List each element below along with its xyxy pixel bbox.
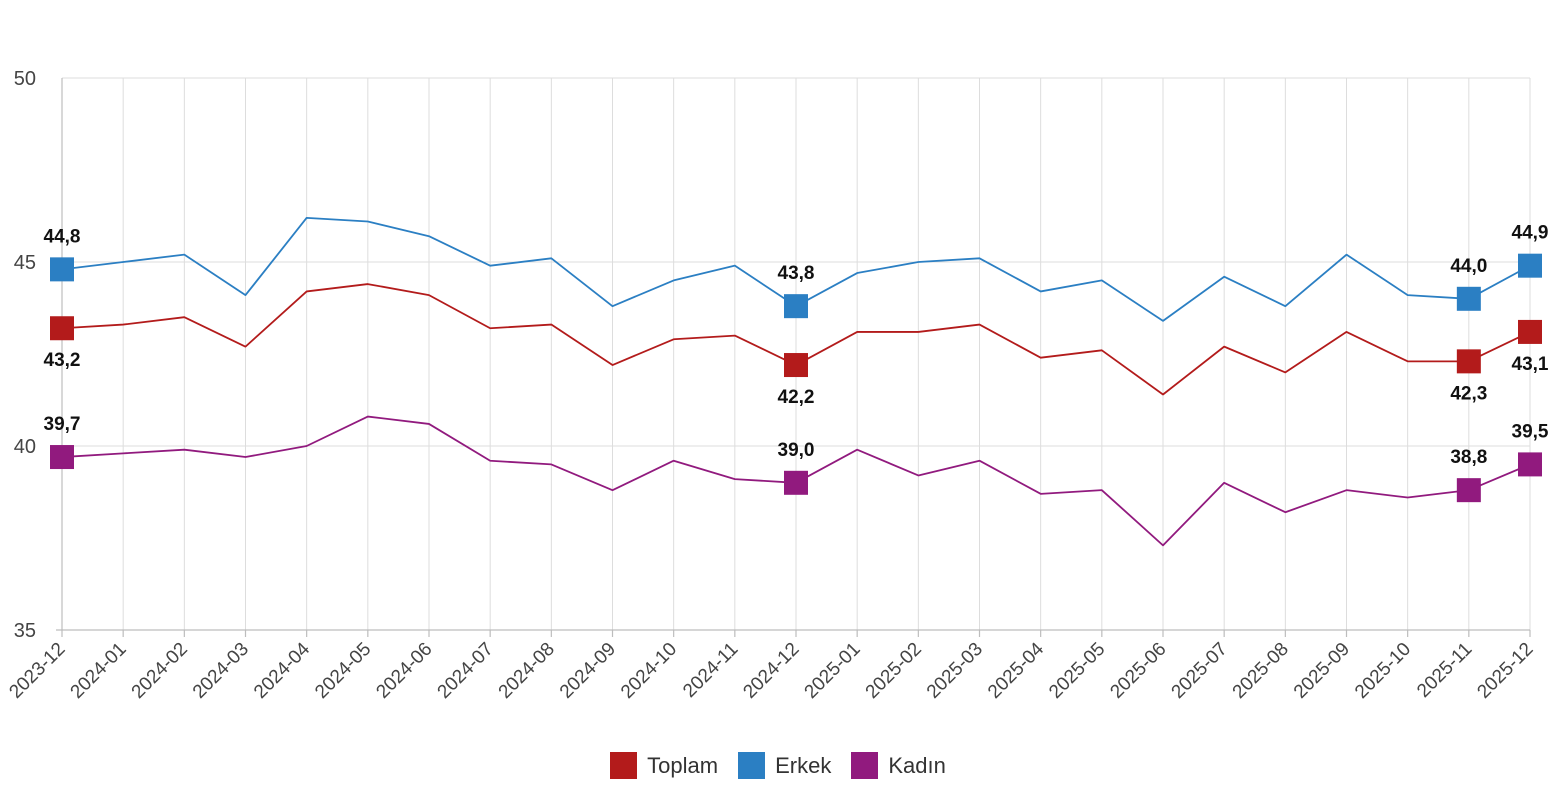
x-tick-label: 2024-09 bbox=[556, 639, 620, 703]
y-tick-label: 40 bbox=[14, 436, 36, 458]
data-label-toplam: 42,3 bbox=[1450, 383, 1487, 404]
legend-swatch bbox=[610, 752, 638, 779]
data-label-toplam: 43,1 bbox=[1512, 354, 1549, 375]
data-marker-erkek bbox=[50, 257, 74, 282]
x-tick-label: 2024-11 bbox=[679, 639, 742, 702]
x-tick-label: 2024-12 bbox=[739, 639, 803, 703]
x-tick-label: 2025-09 bbox=[1290, 639, 1354, 703]
data-marker-toplam bbox=[1518, 319, 1542, 344]
line-chart: 354045502023-122024-012024-022024-032024… bbox=[5, 68, 1549, 703]
data-label-kad-n: 38,8 bbox=[1450, 447, 1487, 468]
x-tick-label: 2024-04 bbox=[250, 638, 314, 702]
x-tick-label: 2025-05 bbox=[1045, 639, 1109, 703]
x-tick-label: 2025-11 bbox=[1413, 639, 1476, 702]
x-tick-label: 2025-04 bbox=[984, 638, 1048, 702]
data-marker-kad-n bbox=[784, 470, 808, 495]
x-tick-label: 2024-06 bbox=[372, 639, 436, 703]
x-tick-label: 2023-12 bbox=[5, 639, 69, 703]
legend-swatch bbox=[738, 752, 766, 779]
x-tick-label: 2025-10 bbox=[1351, 639, 1415, 703]
x-tick-label: 2025-06 bbox=[1106, 639, 1170, 703]
legend-swatch bbox=[851, 752, 879, 779]
data-label-kad-n: 39,5 bbox=[1512, 421, 1549, 442]
x-tick-label: 2024-10 bbox=[617, 639, 681, 703]
x-tick-label: 2024-02 bbox=[128, 639, 192, 703]
y-tick-label: 50 bbox=[14, 68, 36, 90]
x-tick-label: 2024-08 bbox=[495, 639, 559, 703]
data-label-kad-n: 39,0 bbox=[778, 440, 815, 461]
legend-label: Kadın bbox=[888, 752, 946, 778]
data-marker-kad-n bbox=[50, 445, 74, 470]
grid bbox=[61, 77, 1531, 631]
data-label-erkek: 44,8 bbox=[44, 226, 81, 247]
legend: Toplam Erkek Kadın bbox=[0, 752, 1556, 779]
data-label-erkek: 43,8 bbox=[778, 263, 815, 284]
x-tick-label: 2024-05 bbox=[311, 639, 375, 703]
data-label-toplam: 43,2 bbox=[44, 350, 81, 371]
data-label-erkek: 44,0 bbox=[1450, 256, 1487, 277]
data-marker-kad-n bbox=[1456, 478, 1481, 503]
legend-label: Toplam bbox=[647, 752, 719, 778]
legend-item-kad-n[interactable]: Kadın bbox=[851, 752, 946, 779]
series-markers bbox=[50, 253, 1542, 503]
data-label-kad-n: 39,7 bbox=[44, 414, 81, 435]
data-label-erkek: 44,9 bbox=[1512, 223, 1549, 244]
x-tick-label: 2024-03 bbox=[189, 639, 253, 703]
data-marker-toplam bbox=[784, 353, 808, 378]
data-label-toplam: 42,2 bbox=[778, 387, 815, 408]
data-marker-toplam bbox=[1456, 349, 1481, 374]
legend-item-erkek[interactable]: Erkek bbox=[738, 752, 831, 779]
x-tick-label: 2025-07 bbox=[1168, 639, 1232, 703]
y-tick-label: 45 bbox=[14, 252, 36, 274]
x-tick-label: 2025-03 bbox=[923, 639, 987, 703]
x-tick-label: 2025-08 bbox=[1229, 639, 1293, 703]
legend-item-toplam[interactable]: Toplam bbox=[610, 752, 718, 779]
axes: 354045502023-122024-012024-022024-032024… bbox=[5, 68, 1537, 703]
x-tick-label: 2025-01 bbox=[801, 639, 865, 703]
data-marker-erkek bbox=[1518, 253, 1542, 278]
data-marker-erkek bbox=[784, 294, 808, 319]
legend-label: Erkek bbox=[775, 752, 832, 778]
x-tick-label: 2025-12 bbox=[1473, 639, 1537, 703]
data-labels: 43,2 42,2 42,3 43,1 44,8 43,8 44,0 44,9 39,7 39,0… bbox=[44, 223, 1549, 468]
x-tick-label: 2024-07 bbox=[434, 639, 498, 703]
data-marker-kad-n bbox=[1518, 452, 1542, 477]
x-tick-label: 2025-02 bbox=[862, 639, 926, 703]
y-tick-label: 35 bbox=[14, 620, 36, 642]
x-tick-label: 2024-01 bbox=[67, 639, 131, 703]
data-marker-toplam bbox=[50, 316, 74, 341]
data-marker-erkek bbox=[1456, 286, 1481, 311]
